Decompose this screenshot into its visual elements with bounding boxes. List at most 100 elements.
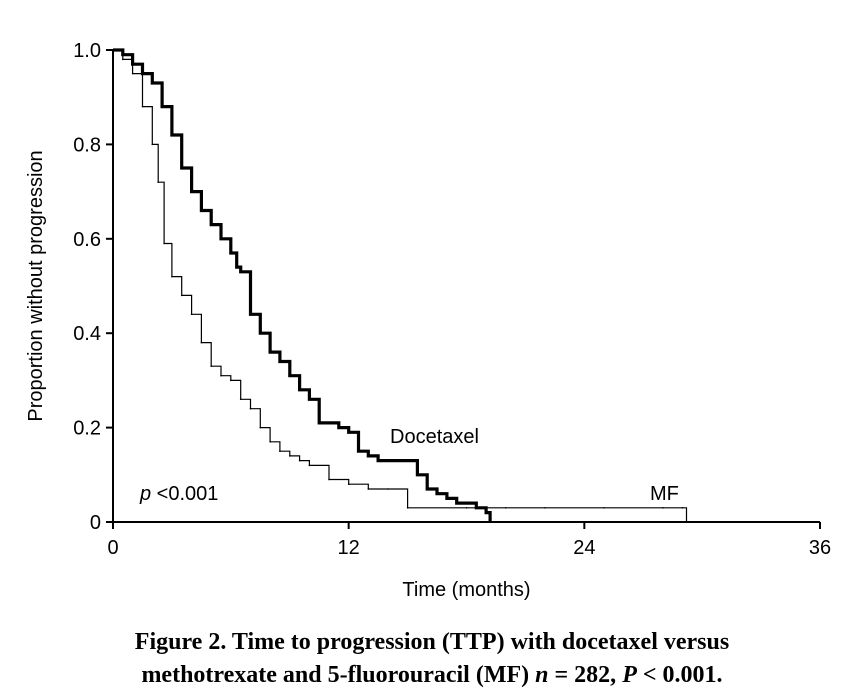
y-tick-label: 0.6 — [73, 229, 101, 251]
caption-n: n — [535, 662, 549, 688]
y-tick-label: 0.2 — [73, 418, 101, 440]
caption-line-2-a: methotrexate and 5-fluorouracil (MF) — [141, 662, 536, 688]
data-point-docetaxel — [446, 497, 448, 500]
data-point-mf — [328, 478, 330, 481]
series-label-mf: MF — [650, 483, 679, 505]
data-point-mf — [180, 294, 183, 297]
data-point-mf — [131, 72, 134, 75]
data-point-docetaxel — [465, 502, 468, 504]
data-point-docetaxel — [249, 313, 252, 316]
data-point-docetaxel — [416, 474, 419, 476]
labels-group: Time (months) Proportion without progress… — [25, 150, 679, 601]
caption-line-2-c: < 0.001. — [636, 662, 723, 688]
data-point-docetaxel — [269, 351, 271, 353]
data-point-mf — [406, 507, 409, 509]
y-axis-label: Proportion without progression — [25, 150, 47, 421]
y-tick-label: 0.4 — [73, 323, 101, 345]
data-point-mf — [279, 450, 281, 453]
y-tick-label: 0.8 — [73, 134, 101, 156]
data-point-mf — [171, 275, 173, 278]
data-point-docetaxel — [397, 459, 399, 462]
data-point-mf — [387, 488, 389, 490]
data-point-mf — [157, 181, 159, 183]
p-symbol: p — [139, 483, 151, 505]
data-point-docetaxel — [318, 422, 321, 424]
data-point-docetaxel — [347, 431, 350, 434]
caption-p: P — [622, 662, 637, 688]
data-point-mf — [230, 379, 232, 382]
caption-line-2: methotrexate and 5-fluorouracil (MF) n =… — [0, 659, 864, 692]
data-point-docetaxel — [171, 134, 173, 136]
data-point-docetaxel — [151, 82, 154, 84]
data-point-docetaxel — [489, 521, 491, 523]
caption-line-1: Figure 2. Time to progression (TTP) with… — [134, 629, 730, 655]
data-point-docetaxel — [367, 455, 370, 457]
data-point-mf — [681, 507, 684, 509]
x-tick-label: 12 — [338, 537, 360, 559]
data-point-docetaxel — [436, 492, 438, 495]
data-point-docetaxel — [230, 252, 232, 254]
data-point-docetaxel — [200, 209, 203, 212]
p-value: <0.001 — [151, 483, 218, 505]
data-point-docetaxel — [279, 360, 281, 363]
series-group — [112, 48, 688, 523]
data-point-mf — [603, 507, 605, 509]
series-line-mf — [113, 49, 688, 522]
caption-line-2-b: = 282, — [548, 662, 623, 688]
data-point-mf — [210, 365, 212, 368]
data-point-mf — [220, 374, 222, 377]
data-point-mf — [122, 58, 124, 61]
x-tick-label: 36 — [809, 537, 831, 559]
data-point-docetaxel — [328, 422, 330, 424]
data-point-mf — [289, 455, 291, 457]
data-point-docetaxel — [387, 459, 389, 462]
data-point-mf — [249, 407, 252, 410]
data-point-mf — [505, 507, 507, 509]
x-axis-label: Time (months) — [402, 579, 530, 601]
data-point-mf — [347, 483, 350, 486]
axes: 0 0.2 0.4 0.6 0.8 1.0 0 12 24 36 — [73, 40, 831, 559]
data-point-docetaxel — [298, 389, 301, 391]
data-point-docetaxel — [220, 238, 222, 240]
figure-caption: Figure 2. Time to progression (TTP) with… — [0, 626, 864, 692]
data-point-docetaxel — [259, 332, 262, 335]
data-point-docetaxel — [161, 105, 163, 108]
data-point-docetaxel — [210, 223, 212, 226]
data-point-docetaxel — [239, 271, 242, 273]
data-point-docetaxel — [357, 450, 360, 453]
data-point-mf — [465, 507, 468, 509]
data-point-mf — [239, 398, 242, 401]
data-point-docetaxel — [289, 374, 291, 377]
data-point-docetaxel — [338, 426, 340, 429]
data-point-docetaxel — [426, 488, 429, 490]
data-point-mf — [544, 507, 546, 509]
data-point-mf — [308, 464, 311, 467]
km-chart: 0 0.2 0.4 0.6 0.8 1.0 0 12 24 36 Time (months) Pro… — [25, 40, 831, 601]
data-point-docetaxel — [485, 511, 487, 514]
data-point-docetaxel — [180, 167, 183, 169]
data-point-mf — [298, 459, 301, 462]
series-label-docetaxel: Docetaxel — [390, 426, 479, 448]
data-point-docetaxel — [190, 190, 193, 193]
data-point-mf — [685, 521, 688, 523]
y-tick-label: 1.0 — [73, 40, 101, 62]
x-tick-label: 24 — [573, 537, 595, 559]
series-line-docetaxel — [113, 48, 492, 522]
data-point-docetaxel — [377, 459, 379, 462]
data-point-mf — [151, 143, 154, 146]
data-point-mf — [163, 242, 165, 245]
data-point-mf — [662, 507, 664, 509]
y-tick-label: 0 — [90, 512, 101, 534]
data-point-mf — [112, 49, 114, 51]
data-point-mf — [190, 313, 193, 316]
data-point-docetaxel — [235, 266, 238, 268]
data-point-mf — [259, 426, 262, 429]
x-tick-label: 0 — [107, 537, 118, 559]
data-point-mf — [367, 488, 370, 490]
data-point-docetaxel — [406, 459, 409, 462]
data-point-docetaxel — [308, 398, 311, 401]
data-point-mf — [269, 441, 271, 443]
data-point-docetaxel — [455, 502, 458, 504]
data-point-mf — [200, 341, 203, 344]
data-point-mf — [141, 105, 144, 108]
